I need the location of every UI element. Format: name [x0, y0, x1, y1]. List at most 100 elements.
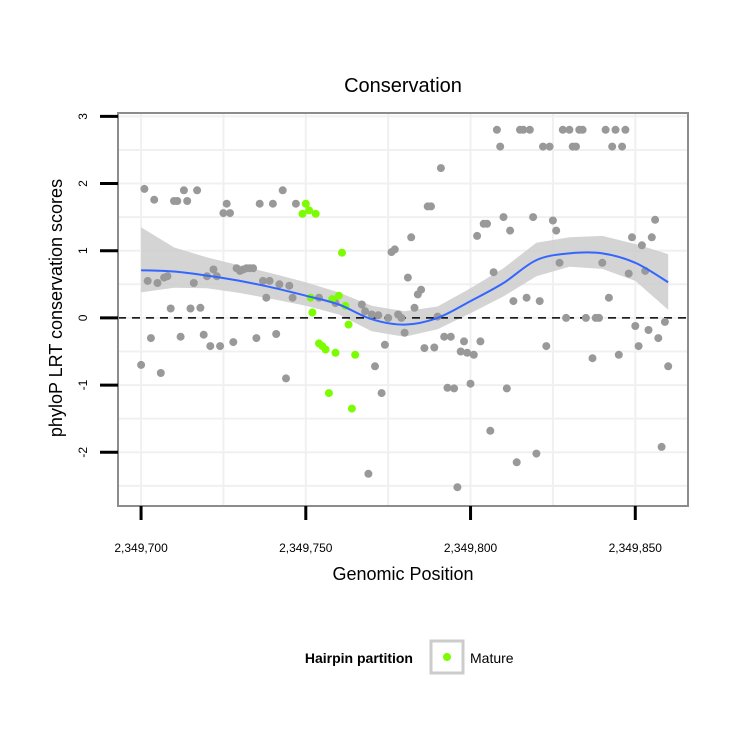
hairpin-point	[364, 469, 373, 478]
hairpin-point	[446, 332, 455, 341]
hairpin-point	[282, 374, 290, 383]
hairpin-point	[278, 186, 287, 195]
hairpin-point	[380, 340, 389, 349]
mature-point	[324, 389, 333, 398]
hairpin-point	[489, 268, 498, 277]
hairpin-point	[608, 142, 617, 151]
mature-point	[311, 209, 320, 218]
hairpin-point	[598, 258, 607, 267]
mature-point	[298, 209, 307, 218]
legend: Hairpin partition Mature	[305, 639, 514, 675]
mature-point	[331, 348, 340, 357]
hairpin-point	[229, 338, 238, 347]
mature-point	[305, 206, 314, 215]
hairpin-point	[453, 483, 462, 492]
hairpin-point	[407, 233, 416, 242]
hairpin-point	[137, 360, 146, 369]
mature-point	[344, 320, 353, 329]
hairpin-point	[529, 213, 538, 222]
hairpin-point	[288, 293, 297, 302]
hairpin-point	[397, 313, 406, 322]
hairpin-point	[357, 300, 366, 309]
chart-title: Conservation	[344, 75, 462, 97]
smooth-line-path	[141, 251, 669, 326]
hairpin-point	[512, 458, 521, 467]
hairpin-point	[427, 202, 435, 211]
hairpin-point	[637, 241, 646, 250]
hairpin-point	[183, 197, 192, 205]
hairpin-point	[275, 280, 284, 289]
hairpin-point	[291, 199, 300, 208]
hairpin-point	[604, 293, 613, 302]
hairpin-point	[578, 125, 587, 134]
hairpin-point	[552, 226, 561, 235]
hairpin-point	[255, 199, 264, 208]
hairpin-point	[189, 279, 198, 287]
hairpin-point	[403, 273, 412, 282]
hairpin-point	[595, 313, 603, 322]
hairpin-point	[374, 311, 383, 320]
hairpin-point	[647, 233, 656, 242]
hairpin-point	[492, 125, 501, 134]
hairpin-point	[483, 219, 491, 228]
y-axis-title: phyloP LRT conservation scores	[46, 179, 66, 437]
hairpin-point	[186, 304, 195, 313]
hairpin-point	[525, 125, 534, 134]
hairpin-point	[466, 379, 475, 388]
hairpin-point	[588, 354, 597, 363]
hairpin-point	[519, 125, 528, 134]
hairpin-point	[545, 142, 554, 151]
hairpin-point	[522, 293, 531, 302]
hairpin-point	[631, 322, 640, 330]
hairpin-point	[222, 199, 231, 208]
hairpin-point	[196, 303, 205, 312]
mature-point	[308, 308, 317, 317]
hairpin-point	[509, 297, 518, 306]
hairpin-point	[249, 264, 258, 273]
data-points	[137, 125, 673, 492]
hairpin-point	[506, 226, 515, 235]
hairpin-point	[532, 449, 541, 458]
y-tick-label: -2	[76, 447, 90, 458]
hairpin-point	[611, 125, 620, 134]
hairpin-point	[634, 342, 643, 351]
hairpin-point	[618, 142, 627, 151]
hairpin-point	[651, 215, 660, 224]
confidence-band	[141, 227, 669, 337]
x-axis-title: Genomic Position	[332, 564, 473, 584]
hairpin-point	[535, 297, 544, 306]
hairpin-point	[143, 276, 152, 285]
hairpin-point	[469, 350, 478, 359]
hairpin-point	[664, 362, 673, 371]
hairpin-point	[614, 350, 623, 359]
hairpin-point	[657, 442, 666, 451]
hairpin-point	[436, 164, 445, 173]
confidence-band-area	[141, 227, 669, 337]
x-tick-label: 2,349,700	[114, 541, 168, 555]
hairpin-point	[166, 304, 175, 313]
hairpin-point	[581, 313, 590, 322]
hairpin-point	[268, 199, 277, 208]
legend-title: Hairpin partition	[305, 650, 413, 666]
hairpin-point	[548, 216, 557, 225]
hairpin-point	[430, 343, 439, 352]
hairpin-point	[558, 125, 567, 134]
hairpin-point	[624, 269, 633, 278]
hairpin-point	[206, 342, 215, 351]
hairpin-point	[473, 231, 482, 240]
hairpin-point	[463, 348, 472, 357]
hairpin-point	[173, 197, 182, 205]
hairpin-point	[628, 233, 636, 242]
hairpin-point	[572, 142, 580, 151]
hairpin-point	[262, 293, 271, 302]
hairpin-point	[644, 326, 653, 334]
hairpin-point	[216, 342, 225, 351]
hairpin-point	[562, 313, 571, 322]
hairpin-point	[153, 279, 162, 287]
hairpin-point	[476, 337, 485, 346]
hairpin-point	[417, 285, 426, 294]
y-axis: -2 -1 0 1 2 3	[76, 113, 118, 458]
x-tick-label: 2,349,850	[609, 541, 663, 555]
hairpin-point	[499, 213, 508, 222]
grid-lines	[118, 113, 688, 506]
